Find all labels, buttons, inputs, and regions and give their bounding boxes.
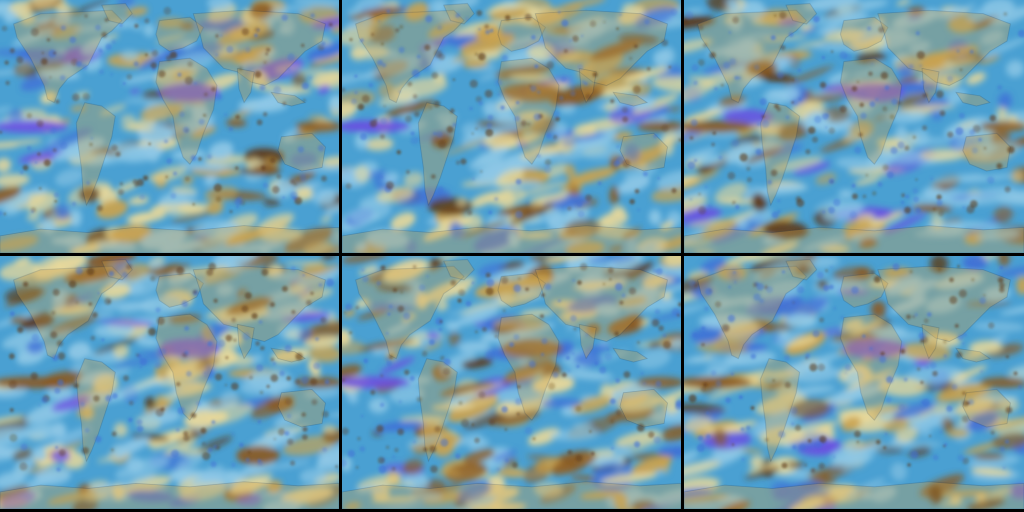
continents <box>0 3 339 253</box>
world-map-6 <box>684 256 1024 509</box>
continents <box>342 259 681 509</box>
map-panel-1 <box>0 0 339 253</box>
map-panel-6 <box>684 256 1024 509</box>
map-panel-5 <box>342 256 681 509</box>
world-map-2 <box>342 0 681 253</box>
map-panel-3 <box>684 0 1024 253</box>
map-panel-2 <box>342 0 681 253</box>
continents <box>0 259 339 509</box>
world-map-4 <box>0 256 339 509</box>
world-map-5 <box>342 256 681 509</box>
world-map-3 <box>684 0 1024 253</box>
world-map-1 <box>0 0 339 253</box>
map-panel-4 <box>0 256 339 509</box>
